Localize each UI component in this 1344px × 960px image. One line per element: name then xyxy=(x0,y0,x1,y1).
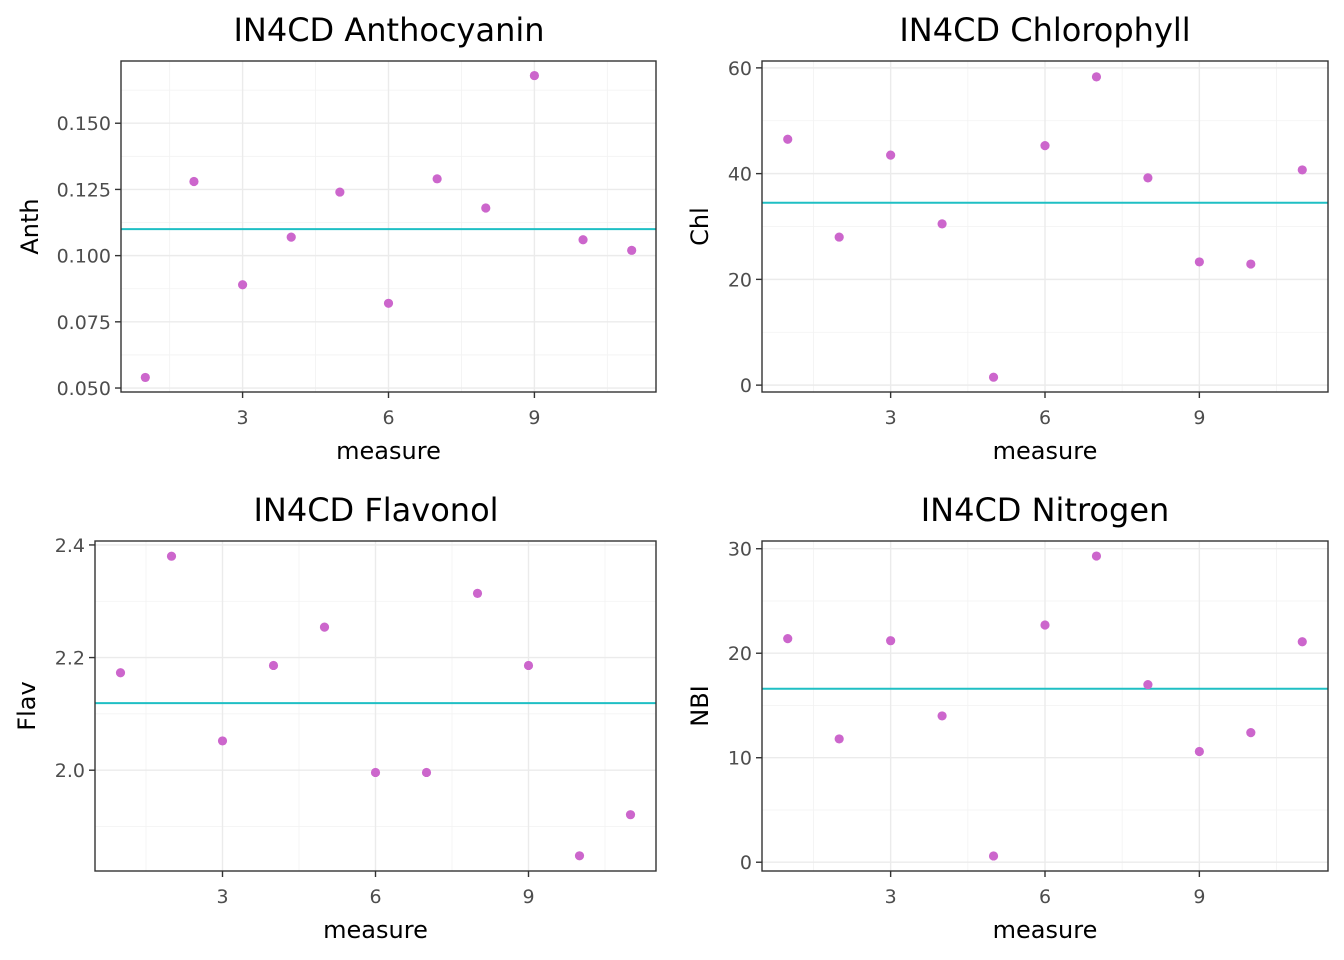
chart-4-point-2 xyxy=(834,734,844,744)
chart-1-y-axis-title: Anth xyxy=(16,198,44,254)
chart-2-point-3 xyxy=(886,150,896,160)
chart-4-x-axis-title: measure xyxy=(993,916,1098,944)
chart-3-y-tick-label-1: 2.0 xyxy=(55,760,85,782)
chart-4-point-9 xyxy=(1194,746,1204,757)
chart-4-x-tick-label-2: 6 xyxy=(1039,886,1051,908)
chart-4-x-tick-label-1: 3 xyxy=(885,886,897,908)
chart-1-point-9 xyxy=(529,70,540,81)
chart-4-x-tick-label-3: 9 xyxy=(1193,886,1205,908)
chart-4-y-tick-label-4: 30 xyxy=(728,539,752,561)
chart-3-y-tick-label-2: 2.2 xyxy=(55,648,85,670)
chart-2-point-11 xyxy=(1297,165,1307,175)
chart-2-point-2 xyxy=(834,232,844,242)
chart-3-point-3 xyxy=(217,736,228,746)
chart-2-y-tick-label-4: 60 xyxy=(728,58,752,80)
chart-1-point-1 xyxy=(140,372,150,383)
chart-3-title: IN4CD Flavonol xyxy=(253,491,498,529)
chart-2: 3 6 9 0 20 40 60 IN4CD Chlorophyll measure Chl xyxy=(686,11,1329,465)
chart-1-point-11 xyxy=(627,245,637,255)
chart-3-point-6 xyxy=(370,767,381,778)
chart-2-x-tick-label-3: 9 xyxy=(1193,407,1205,429)
chart-4-point-10 xyxy=(1246,728,1256,738)
chart-2-x-tick-label-2: 6 xyxy=(1039,407,1051,429)
chart-1-point-5 xyxy=(335,187,345,197)
chart-1-point-3 xyxy=(237,280,248,290)
chart-1-y-tick-label-3: 0.100 xyxy=(57,246,111,268)
chart-1-point-7 xyxy=(432,174,442,184)
chart-1-y-tick-label-2: 0.075 xyxy=(57,312,111,334)
chart-2-title: IN4CD Chlorophyll xyxy=(899,11,1190,49)
chart-2-y-axis-title: Chl xyxy=(686,207,714,246)
chart-2-point-6 xyxy=(1040,141,1050,151)
chart-4-point-7 xyxy=(1091,551,1102,561)
chart-1-y-tick-label-1: 0.050 xyxy=(57,378,111,400)
chart-4: 3 6 9 0 10 20 30 IN4CD Nitrogen measure NBI xyxy=(686,491,1329,944)
chart-4-point-11 xyxy=(1297,637,1307,647)
chart-2-x-tick-label-1: 3 xyxy=(885,407,897,429)
chart-3-point-5 xyxy=(319,622,330,632)
chart-3-point-11 xyxy=(625,810,636,820)
chart-2-point-10 xyxy=(1246,259,1256,269)
chart-1-x-tick-label-2: 6 xyxy=(382,407,394,429)
chart-2-y-tick-label-2: 20 xyxy=(728,269,752,291)
chart-3-point-10 xyxy=(574,851,585,861)
chart-2-point-1 xyxy=(783,134,793,144)
chart-2-point-9 xyxy=(1194,257,1204,267)
chart-4-y-tick-label-2: 10 xyxy=(728,748,752,770)
chart-2-point-4 xyxy=(937,219,947,229)
chart-4-y-axis-title: NBI xyxy=(686,685,714,727)
chart-2-x-axis-title: measure xyxy=(993,437,1098,465)
chart-3-y-tick-label-3: 2.4 xyxy=(55,535,85,557)
chart-3-x-tick-label-3: 9 xyxy=(522,886,534,908)
chart-3-point-8 xyxy=(472,588,483,598)
chart-4-y-tick-label-1: 0 xyxy=(740,852,752,874)
chart-1-point-10 xyxy=(578,235,588,245)
chart-3-point-2 xyxy=(166,551,177,561)
chart-3-point-9 xyxy=(523,660,534,671)
chart-1-x-tick-label-3: 9 xyxy=(528,407,540,429)
chart-3: 3 6 9 2.0 2.2 2.4 IN4CD Flavonol measure Flav xyxy=(13,491,657,944)
chart-1-y-tick-label-4: 0.125 xyxy=(57,179,111,201)
chart-4-title: IN4CD Nitrogen xyxy=(921,491,1170,529)
chart-2-point-8 xyxy=(1143,173,1153,183)
chart-3-x-axis-title: measure xyxy=(323,916,428,944)
chart-1-title: IN4CD Anthocyanin xyxy=(233,11,544,49)
chart-3-point-1 xyxy=(115,668,126,678)
chart-3-x-tick-label-2: 6 xyxy=(369,886,381,908)
chart-2-point-5 xyxy=(988,372,999,382)
chart-3-y-axis-title: Flav xyxy=(13,681,41,730)
chart-3-x-tick-label-1: 3 xyxy=(216,886,228,908)
chart-2-point-7 xyxy=(1091,72,1102,82)
chart-4-point-3 xyxy=(886,636,896,646)
chart-4-point-6 xyxy=(1040,620,1050,630)
chart-4-point-1 xyxy=(783,633,793,644)
chart-1: 3 6 9 0.050 0.075 0.100 0.125 0.150 IN4CD Anthoc… xyxy=(16,11,657,465)
chart-2-y-tick-label-1: 0 xyxy=(740,375,752,397)
chart-3-point-7 xyxy=(421,767,432,778)
chart-4-point-4 xyxy=(937,711,947,721)
chart-4-point-5 xyxy=(988,851,999,861)
chart-4-point-8 xyxy=(1143,679,1153,690)
chart-2-y-tick-label-3: 40 xyxy=(728,164,752,186)
chart-1-y-tick-label-5: 0.150 xyxy=(57,113,111,135)
chart-1-point-4 xyxy=(286,232,296,242)
chart-1-x-tick-label-1: 3 xyxy=(237,407,249,429)
chart-1-point-6 xyxy=(383,298,394,308)
chart-1-point-2 xyxy=(189,176,199,187)
chart-4-y-tick-label-3: 20 xyxy=(728,643,752,665)
chart-3-point-4 xyxy=(268,660,279,671)
chart-1-x-axis-title: measure xyxy=(336,437,441,465)
chart-1-point-8 xyxy=(481,203,491,213)
